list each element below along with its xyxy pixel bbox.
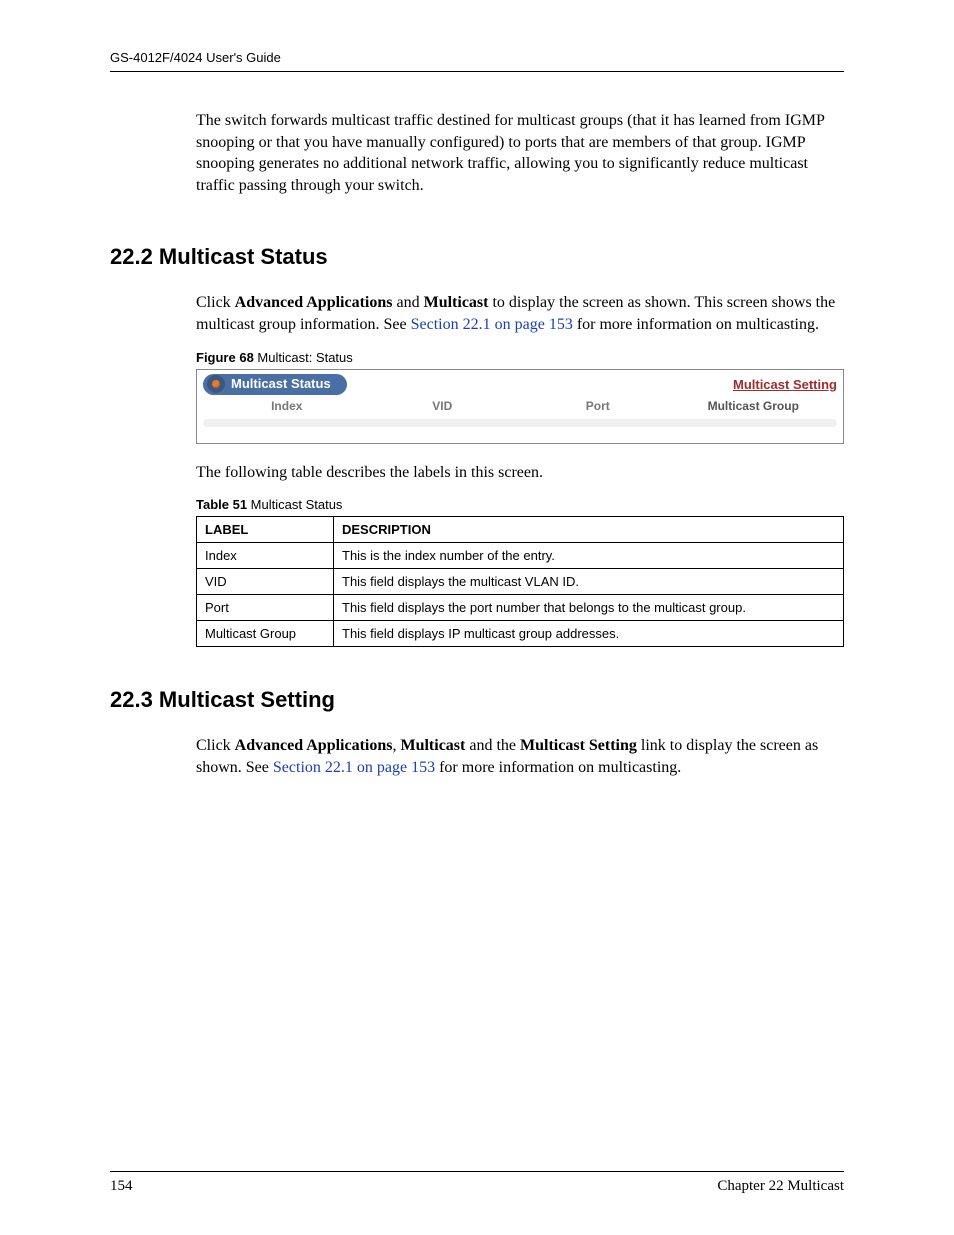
table-caption: Table 51 Multicast Status: [196, 497, 844, 512]
table-row: Index This is the index number of the en…: [197, 543, 844, 569]
col-port: Port: [520, 399, 676, 413]
header-title: GS-4012F/4024 User's Guide: [110, 50, 281, 65]
td-desc: This field displays the multicast VLAN I…: [334, 569, 844, 595]
text: and the: [465, 737, 520, 754]
figure-columns: Index VID Port Multicast Group: [203, 399, 837, 413]
th-description: DESCRIPTION: [334, 517, 844, 543]
td-desc: This is the index number of the entry.: [334, 543, 844, 569]
table-header-row: LABEL DESCRIPTION: [197, 517, 844, 543]
figure-label: Figure 68: [196, 350, 254, 365]
table-row: Multicast Group This field displays IP m…: [197, 621, 844, 647]
col-vid: VID: [365, 399, 521, 413]
text: for more information on multicasting.: [573, 316, 819, 333]
bold-text: Advanced Applications: [235, 294, 393, 311]
td-label: Index: [197, 543, 334, 569]
td-desc: This field displays IP multicast group a…: [334, 621, 844, 647]
col-index: Index: [209, 399, 365, 413]
section-heading-22-3: 22.3 Multicast Setting: [110, 687, 844, 713]
cross-ref-link[interactable]: Section 22.1 on page 153: [273, 759, 435, 776]
chapter-label: Chapter 22 Multicast: [717, 1178, 844, 1195]
bold-text: Multicast: [400, 737, 465, 754]
td-label: Port: [197, 595, 334, 621]
figure-caption: Figure 68 Multicast: Status: [196, 350, 844, 365]
intro-paragraph: The switch forwards multicast traffic de…: [196, 110, 844, 196]
figure-title: Multicast: Status: [254, 350, 353, 365]
multicast-setting-link[interactable]: Multicast Setting: [733, 377, 837, 392]
table-intro: The following table describes the labels…: [196, 462, 844, 484]
table-row: Port This field displays the port number…: [197, 595, 844, 621]
page-footer: 154 Chapter 22 Multicast: [110, 1171, 844, 1195]
page-header: GS-4012F/4024 User's Guide: [110, 50, 844, 72]
text: Click: [196, 737, 235, 754]
figure-multicast-status: Multicast Status Multicast Setting Index…: [196, 369, 844, 444]
td-label: VID: [197, 569, 334, 595]
text: Click: [196, 294, 235, 311]
pill-dot-icon: [207, 375, 225, 393]
col-multicast-group: Multicast Group: [676, 399, 832, 413]
bold-text: Multicast: [424, 294, 489, 311]
td-label: Multicast Group: [197, 621, 334, 647]
table-row: VID This field displays the multicast VL…: [197, 569, 844, 595]
page-number: 154: [110, 1178, 133, 1195]
bold-text: Multicast Setting: [520, 737, 637, 754]
text: and: [392, 294, 423, 311]
table-label: Table 51: [196, 497, 247, 512]
table-title: Multicast Status: [247, 497, 342, 512]
intro-text: The switch forwards multicast traffic de…: [196, 112, 824, 194]
th-label: LABEL: [197, 517, 334, 543]
section-heading-22-2: 22.2 Multicast Status: [110, 244, 844, 270]
pill-label: Multicast Status: [231, 376, 331, 391]
bold-text: Advanced Applications: [235, 737, 393, 754]
section-22-2-para: Click Advanced Applications and Multicas…: [196, 292, 844, 335]
text: for more information on multicasting.: [435, 759, 681, 776]
td-desc: This field displays the port number that…: [334, 595, 844, 621]
cross-ref-link[interactable]: Section 22.1 on page 153: [411, 316, 573, 333]
figure-empty-row: [203, 419, 837, 427]
table-multicast-status: LABEL DESCRIPTION Index This is the inde…: [196, 516, 844, 647]
status-pill: Multicast Status: [203, 374, 347, 395]
section-22-3-para: Click Advanced Applications, Multicast a…: [196, 735, 844, 778]
